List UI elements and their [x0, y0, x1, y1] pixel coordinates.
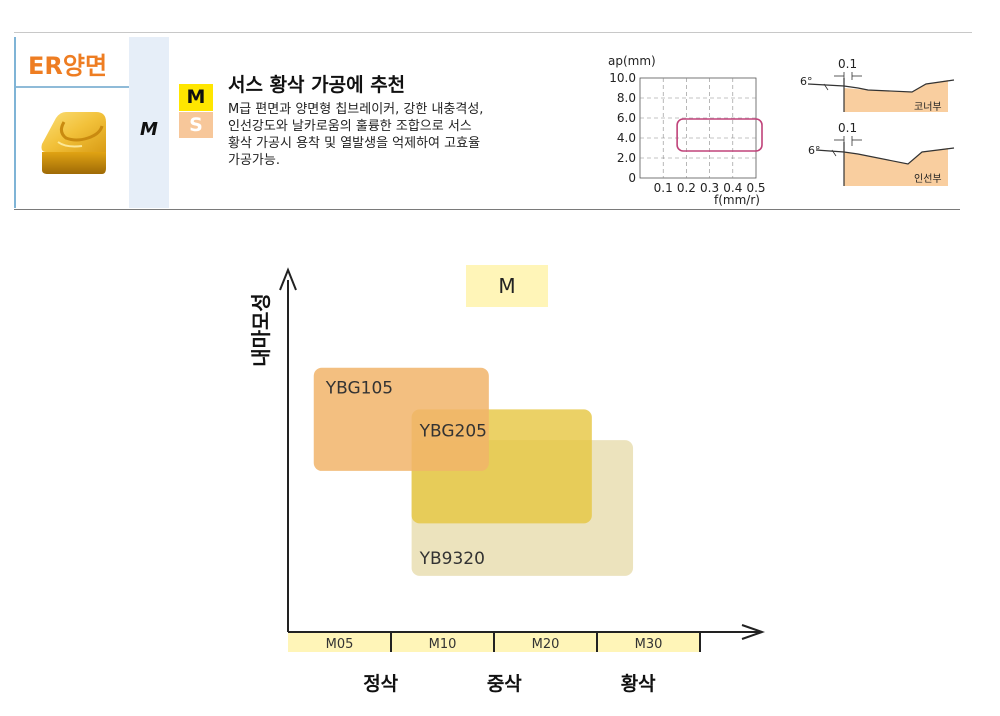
edge-label: 인선부	[914, 173, 942, 185]
chip-chart-y-tick: 2.0	[617, 151, 636, 165]
chip-breaker-chart: ap(mm) 10.0 8.0 6.0 4.0 2.0 0 0.1 0.2 0.3 0.4 0.5…	[608, 54, 766, 207]
application-code: M	[140, 119, 158, 140]
description-line: 인선강도와 날카로움의 훌륭한 조합으로 서스	[228, 119, 472, 134]
chip-chart-ylabel: ap(mm)	[608, 54, 656, 68]
x-axis-arrow-icon	[741, 624, 766, 640]
chip-chart-x-tick: 0.4	[723, 181, 742, 195]
grade-chart: YBG105 YBG205 YB9320 M05 M10 M20 M30 정삭 중삭 황삭 내…	[249, 267, 766, 695]
application-cell	[129, 37, 169, 208]
grade-label-ybg105: YBG105	[325, 379, 393, 399]
description-line: 황삭 가공시 용착 및 열발생을 억제하여 고효율	[228, 136, 481, 151]
chip-chart-x-tick: 0.5	[746, 181, 765, 195]
grade-region-ybg105	[313, 367, 489, 471]
legend-label: M	[498, 274, 516, 298]
x-scale-tick-label: M10	[429, 637, 457, 652]
x-scale-ticks: M05 M10 M20 M30	[326, 632, 701, 652]
description-line: 가공가능.	[228, 153, 280, 168]
legend-box	[466, 265, 548, 307]
grade-regions	[313, 367, 634, 576]
description-line: M급 편면과 양면형 칩브레이커, 강한 내충격성,	[228, 102, 484, 117]
y-axis-arrow-icon	[279, 267, 297, 291]
chip-chart-x-tick: 0.3	[700, 181, 719, 195]
corner-angle: 6°	[800, 75, 813, 88]
x-group-labels: 정삭 중삭 황삭	[363, 672, 656, 695]
chip-chart-xlabel: f(mm/r)	[714, 193, 760, 207]
chip-chart-x-ticks: 0.1 0.2 0.3 0.4 0.5	[654, 181, 766, 195]
chip-chart-grid	[639, 77, 757, 179]
header-bottom-rule	[14, 209, 960, 210]
x-group-label: 황삭	[621, 672, 656, 695]
corner-label: 코너부	[914, 101, 942, 113]
header-top-rule	[14, 32, 972, 33]
grade-label-ybg205: YBG205	[419, 421, 487, 441]
chip-chart-y-ticks: 10.0 8.0 6.0 4.0 2.0 0	[609, 71, 636, 185]
corner-land: 0.1	[838, 57, 857, 71]
x-group-label: 중삭	[487, 673, 522, 695]
edge-angle: 6°	[808, 144, 821, 157]
grade-labels: YBG105 YBG205 YB9320	[325, 379, 487, 569]
chip-chart-x-tick: 0.1	[654, 181, 673, 195]
edge-profiles: 0.1 6° 코너부 0.1 6° 인선부	[800, 57, 955, 186]
badge-m: M	[179, 84, 213, 111]
chip-chart-window	[676, 118, 763, 152]
insert-title-divider	[16, 86, 129, 88]
edge-land: 0.1	[838, 121, 857, 135]
insert-title: ER양면	[28, 52, 108, 80]
recommendation-description: M급 편면과 양면형 칩브레이커, 강한 내충격성, 인선강도와 날카로움의 훌…	[228, 101, 598, 169]
badge-s: S	[179, 112, 213, 138]
x-scale-tick-label: M05	[326, 637, 354, 652]
chip-chart-y-tick: 4.0	[617, 131, 636, 145]
y-axis-label: 내마모성	[249, 293, 273, 367]
chip-chart-y-tick: 10.0	[609, 71, 636, 85]
chip-chart-y-tick: 6.0	[617, 111, 636, 125]
chip-chart-frame	[639, 77, 757, 179]
chip-chart-x-tick: 0.2	[677, 181, 696, 195]
insert-image-icon	[41, 112, 106, 174]
chip-chart-y-tick: 0	[628, 171, 636, 185]
chip-chart-y-tick: 8.0	[617, 91, 636, 105]
x-group-label: 정삭	[363, 673, 398, 695]
grade-label-yb9320: YB9320	[419, 549, 485, 569]
x-scale-tick-label: M30	[635, 637, 663, 652]
x-scale-tick-label: M20	[532, 637, 560, 652]
recommendation-heading: 서스 황삭 가공에 추천	[228, 74, 406, 96]
